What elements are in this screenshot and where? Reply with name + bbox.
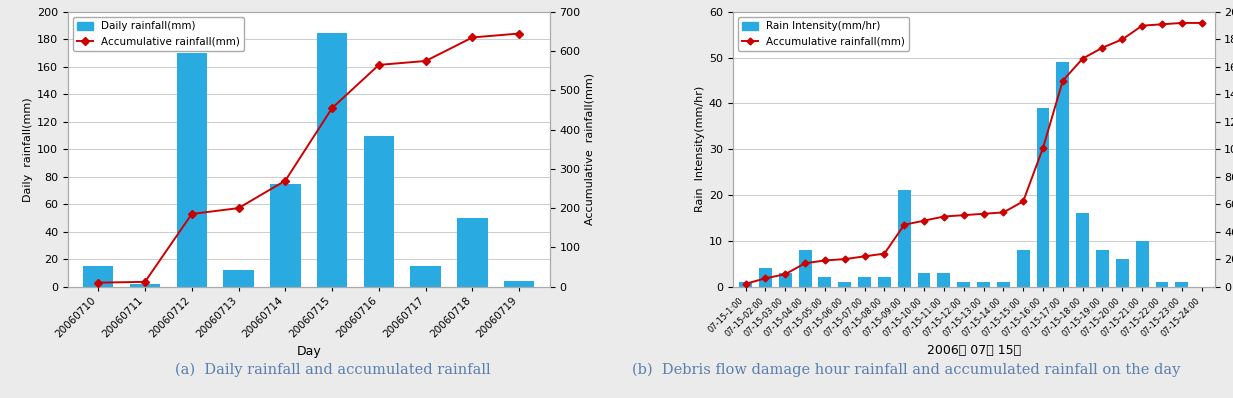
Bar [1116, 259, 1128, 287]
Bar [129, 284, 160, 287]
Bar [878, 277, 890, 287]
Bar [898, 190, 911, 287]
Bar [858, 277, 870, 287]
Bar [799, 250, 811, 287]
Bar [1017, 250, 1030, 287]
Bar [223, 270, 254, 287]
Bar [917, 273, 931, 287]
Bar [1057, 62, 1069, 287]
Y-axis label: Rain  Intensity(mm/hr): Rain Intensity(mm/hr) [694, 86, 705, 213]
Text: (b)  Debris flow damage hour rainfall and accumulated rainfall on the day: (b) Debris flow damage hour rainfall and… [633, 363, 1180, 377]
Bar [1037, 108, 1049, 287]
Bar [504, 281, 534, 287]
Bar [1136, 241, 1149, 287]
Bar [270, 183, 301, 287]
Bar [819, 277, 831, 287]
Legend: Rain Intensity(mm/hr), Accumulative rainfall(mm): Rain Intensity(mm/hr), Accumulative rain… [737, 17, 909, 51]
Y-axis label: Accumulative  rainfall(mm): Accumulative rainfall(mm) [584, 73, 594, 225]
Text: (a)  Daily rainfall and accumulated rainfall: (a) Daily rainfall and accumulated rainf… [175, 363, 491, 377]
Bar [1155, 282, 1169, 287]
Bar [779, 273, 792, 287]
Bar [1175, 282, 1189, 287]
Bar [838, 282, 851, 287]
Bar [411, 266, 441, 287]
Bar [977, 282, 990, 287]
Bar [739, 282, 752, 287]
Bar [317, 33, 348, 287]
Bar [457, 218, 487, 287]
Bar [997, 282, 1010, 287]
Bar [957, 282, 970, 287]
X-axis label: Day: Day [296, 345, 321, 359]
Legend: Daily rainfall(mm), Accumulative rainfall(mm): Daily rainfall(mm), Accumulative rainfal… [73, 17, 244, 51]
Y-axis label: Daily  rainfall(mm): Daily rainfall(mm) [22, 97, 33, 201]
Bar [760, 268, 772, 287]
Bar [176, 53, 207, 287]
Bar [1096, 250, 1108, 287]
Bar [937, 273, 951, 287]
Bar [83, 266, 113, 287]
Bar [364, 135, 395, 287]
X-axis label: 2006년 07월 15일: 2006년 07월 15일 [926, 343, 1021, 357]
Bar [1076, 213, 1089, 287]
